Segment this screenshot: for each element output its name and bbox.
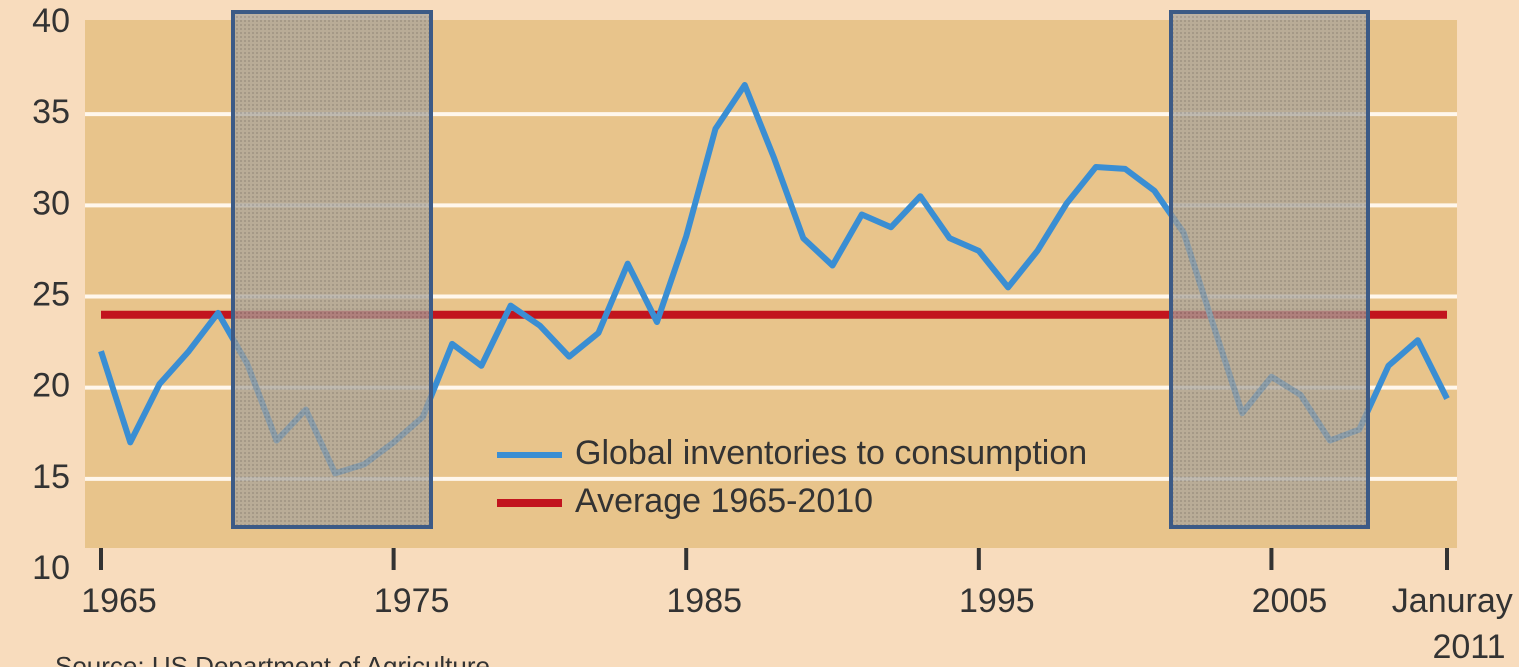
y-tick-label: 25	[32, 275, 70, 313]
x-tick-label: 2005	[1252, 582, 1328, 620]
y-tick-label: 35	[32, 93, 70, 131]
x-tick-label: 1975	[374, 582, 450, 620]
y-tick-label: 30	[32, 184, 70, 222]
y-tick-label: 20	[32, 367, 70, 405]
legend-label: Global inventories to consumption	[575, 434, 1087, 472]
x-tick-label: 1965	[81, 582, 157, 620]
x-tick-label: 1995	[959, 582, 1035, 620]
source-note: Source: US Department of Agriculture	[55, 651, 490, 667]
highlight-box	[1169, 10, 1370, 529]
y-tick-label: 15	[32, 458, 70, 496]
y-tick-label: 40	[32, 2, 70, 40]
legend-label: Average 1965-2010	[575, 482, 873, 520]
x-tick-label: Januray 2011	[1392, 582, 1519, 666]
x-tick-label: 1985	[666, 582, 742, 620]
y-tick-label: 10	[32, 549, 70, 587]
highlight-box	[231, 10, 433, 529]
